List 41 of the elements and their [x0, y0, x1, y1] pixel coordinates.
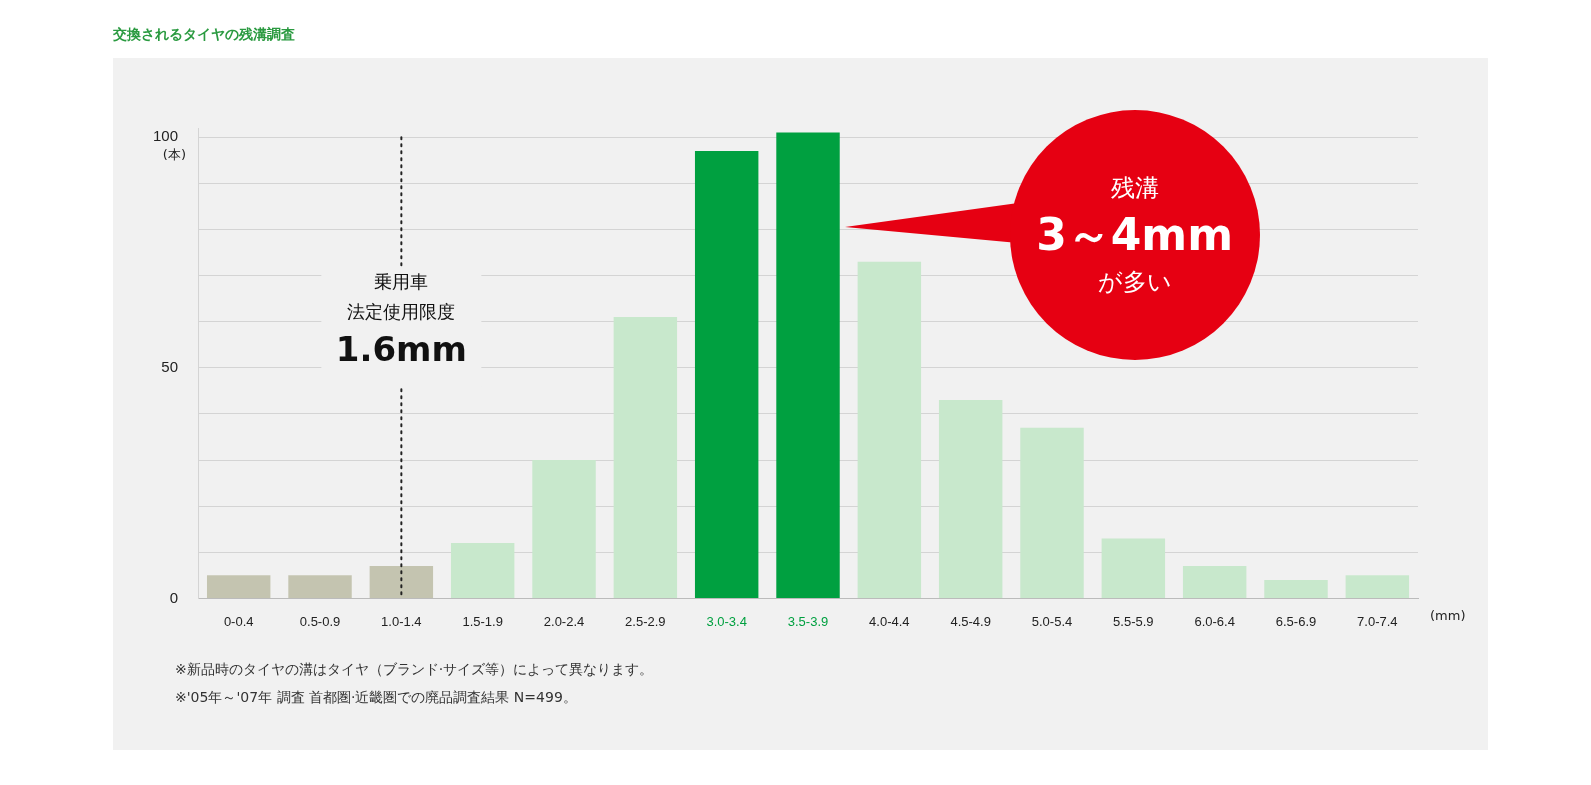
y-axis-title: (本) — [162, 147, 187, 163]
bar — [450, 543, 515, 598]
bar — [1020, 427, 1084, 598]
x-tick-label: 1.5-1.9 — [462, 613, 503, 629]
bar — [694, 151, 759, 598]
x-tick-label: 6.5-6.9 — [1275, 613, 1317, 629]
x-tick-label: 2.0-2.4 — [543, 613, 585, 629]
x-tick-label: 4.5-4.9 — [950, 613, 991, 629]
x-tick-label: 3.0-3.4 — [706, 613, 747, 629]
x-tick-label: 5.5-5.9 — [1113, 613, 1154, 629]
annotation: が多い — [1097, 266, 1172, 298]
y-tick-label: 50 — [161, 357, 179, 375]
ref-line-label: 1.6mm — [335, 328, 467, 369]
x-tick-label: 1.0-1.4 — [381, 613, 422, 629]
bar — [938, 400, 1003, 598]
bar — [1182, 566, 1247, 598]
bar — [1345, 575, 1410, 598]
bar — [857, 261, 922, 598]
bar — [776, 132, 840, 598]
x-tick-label: 4.0-4.4 — [869, 613, 910, 629]
x-tick-label: 7.0-7.4 — [1357, 613, 1398, 629]
bar — [613, 317, 678, 598]
x-tick-label: 0.5-0.9 — [299, 613, 341, 629]
chart-title: 交換されるタイヤの残溝調査 — [113, 26, 295, 44]
x-tick-label: 3.5-3.9 — [787, 613, 829, 629]
bar — [1101, 538, 1166, 598]
x-axis-title: (mm) — [1430, 608, 1466, 624]
x-tick-label: 5.0-5.4 — [1031, 613, 1073, 629]
x-tick-label: 6.0-6.4 — [1194, 613, 1235, 629]
annotation: 乗用車 — [374, 271, 429, 293]
y-tick-label: 100 — [153, 127, 179, 145]
x-tick-label: 0-0.4 — [223, 613, 254, 629]
x-tick-label: 2.5-2.9 — [625, 613, 666, 629]
annotation: 法定使用限度 — [347, 301, 456, 323]
y-tick-label: 0 — [169, 588, 179, 606]
annotation: 3～4mm — [1036, 207, 1234, 262]
bar — [532, 460, 596, 598]
text: ※新品時のタイヤの溝はタイヤ（ブランド·サイズ等）によって異なります。 — [175, 660, 654, 679]
annotation: 残溝 — [1110, 172, 1159, 204]
text: ※'05年～'07年 調査 首都圏·近畿圏での廃品調査結果 N=499。 — [175, 688, 578, 707]
bar — [1264, 579, 1328, 598]
